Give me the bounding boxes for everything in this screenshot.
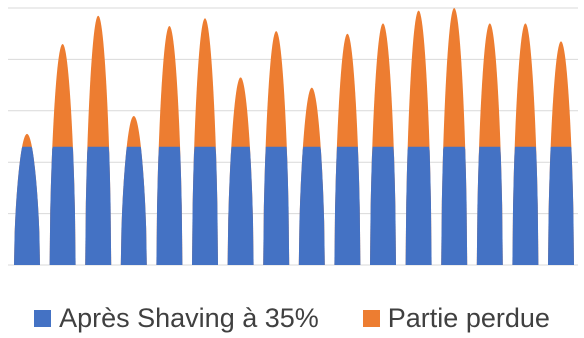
- pulse-after-shaving: [263, 146, 290, 265]
- pulse-after-shaving: [14, 146, 40, 265]
- legend-label-partie-perdue: Partie perdue: [387, 302, 550, 333]
- pulse-after-shaving: [512, 146, 539, 265]
- pulse-after-shaving: [227, 146, 254, 265]
- pulse-after-shaving: [85, 146, 112, 265]
- pulse-after-shaving: [120, 146, 147, 265]
- pulse-after-shaving: [476, 146, 503, 265]
- pulse-after-shaving: [548, 146, 574, 265]
- pulse-after-shaving: [405, 146, 432, 265]
- pulse-after-shaving: [49, 146, 76, 265]
- pulse-after-shaving: [370, 146, 396, 265]
- pulse-after-shaving: [334, 146, 361, 265]
- legend-label-apres-shaving: Après Shaving à 35%: [59, 302, 319, 333]
- pulse-after-shaving: [192, 146, 218, 265]
- pulse-after-shaving: [298, 146, 325, 265]
- legend-item-apres-shaving: Après Shaving à 35%: [34, 303, 319, 334]
- pulse-after-shaving: [156, 146, 183, 265]
- pulse-after-shaving: [441, 146, 468, 265]
- legend-swatch-blue: [34, 309, 52, 327]
- legend-swatch-orange: [362, 309, 380, 327]
- legend-item-partie-perdue: Partie perdue: [362, 302, 550, 334]
- legend: Après Shaving à 35% Partie perdue: [0, 300, 584, 336]
